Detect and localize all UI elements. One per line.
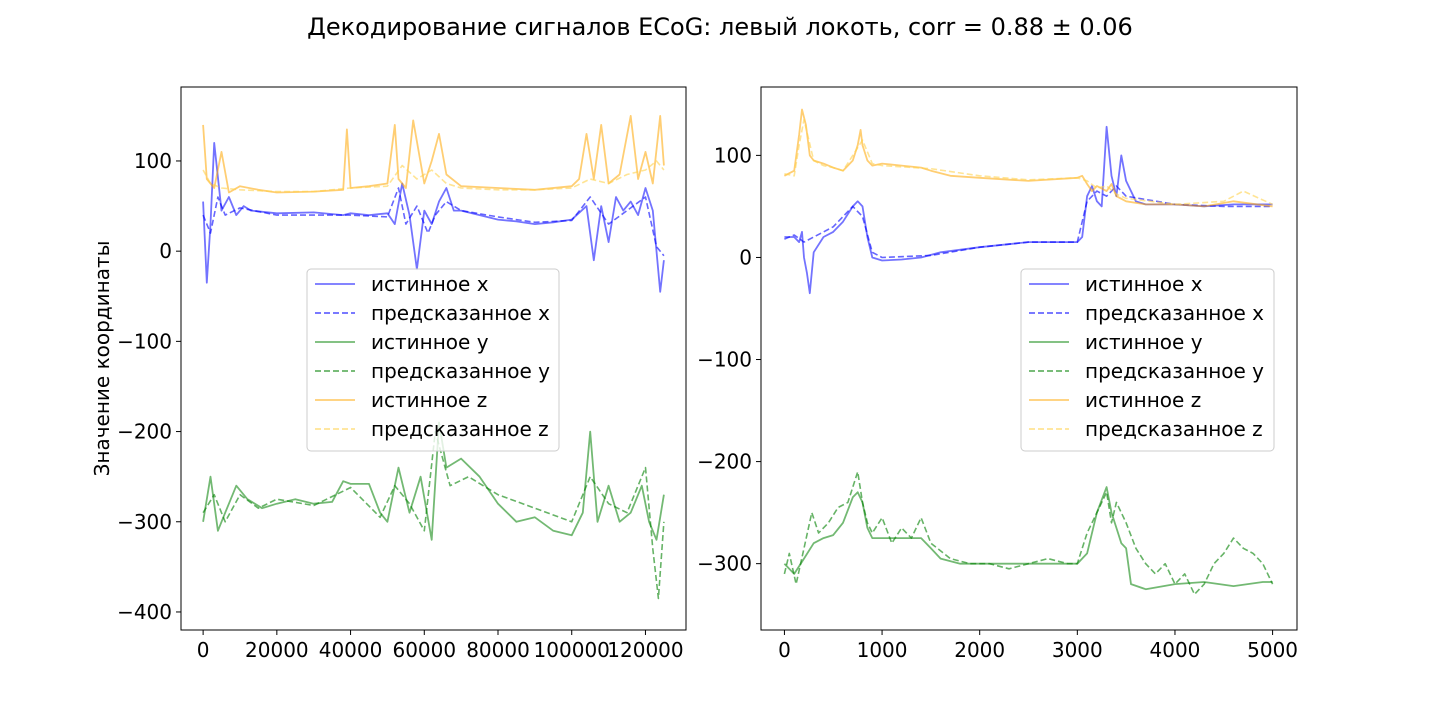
series-line-z-solid [783, 108, 1273, 208]
y-tick-label: −300 [117, 510, 172, 534]
series-line-x-dashed [784, 185, 1273, 259]
x-tick-label: 40000 [319, 638, 383, 662]
legend-entry: истинное y [371, 330, 489, 354]
legend-entry: предсказанное x [371, 301, 550, 325]
y-axis-label: Значение координаты [90, 241, 114, 477]
x-tick-label: 100000 [534, 638, 610, 662]
legend-entry: предсказанное y [371, 359, 550, 383]
legend-entry: предсказанное y [1085, 359, 1264, 383]
legend: истинное x предсказанное x истинное y предс… [1020, 268, 1275, 452]
figure-title: Декодирование сигналов ECoG: левый локот… [307, 13, 1133, 41]
x-tick-label: 120000 [607, 638, 683, 662]
x-tick-label: 5000 [1247, 638, 1298, 662]
axes-frame [180, 86, 687, 631]
legend-box [306, 268, 560, 452]
y-tick-label: 0 [159, 239, 172, 263]
y-tick-label: −100 [117, 329, 172, 353]
legend-entry: предсказанное z [1085, 417, 1263, 441]
series-line-z_pred-dashed [784, 118, 1273, 206]
x-tick-label: 2000 [954, 638, 1005, 662]
axes-frame [760, 86, 1298, 631]
legend-entry: истинное y [1085, 330, 1203, 354]
x-tick-label: 0 [197, 638, 210, 662]
x-tick-label: 0 [778, 638, 791, 662]
right-panel: 0 1000 2000 3000 4000 50001000−100−200−300ист… [697, 86, 1298, 662]
y-tick-label: 100 [714, 143, 752, 167]
legend-entry: предсказанное z [371, 417, 549, 441]
legend-entry: предсказанное x [1085, 301, 1264, 325]
x-tick-label: 4000 [1150, 638, 1201, 662]
y-tick-label: 100 [134, 149, 172, 173]
y-tick-label: −400 [117, 600, 172, 624]
y-tick-label: −200 [117, 420, 172, 444]
series-line-x-dashed [202, 187, 665, 257]
legend-entry: истинное x [1085, 272, 1203, 296]
x-tick-label: 20000 [245, 638, 309, 662]
series-line-z-solid [202, 115, 665, 194]
series-line-x-solid [202, 141, 665, 293]
legend-box [1020, 268, 1275, 452]
x-tick-label: 1000 [857, 638, 908, 662]
plot-area [783, 108, 1274, 596]
series-line-z_pred-dashed [202, 160, 665, 193]
legend-entry: истинное x [371, 272, 489, 296]
x-tick-label: 3000 [1052, 638, 1103, 662]
y-tick-label: 0 [739, 245, 752, 269]
y-tick-label: −300 [697, 552, 752, 576]
legend-entry: истинное z [1085, 388, 1201, 412]
y-tick-label: −200 [697, 450, 752, 474]
series-line-y-dashed [783, 470, 1274, 596]
series-line-x-solid [784, 125, 1273, 295]
series-line-y-solid [783, 486, 1273, 591]
x-tick-label: 60000 [392, 638, 456, 662]
legend-entry: истинное z [371, 388, 487, 412]
x-tick-label: 80000 [466, 638, 530, 662]
legend: истинное x предсказанное x истинное y предс… [306, 268, 560, 452]
y-tick-label: −100 [697, 348, 752, 372]
